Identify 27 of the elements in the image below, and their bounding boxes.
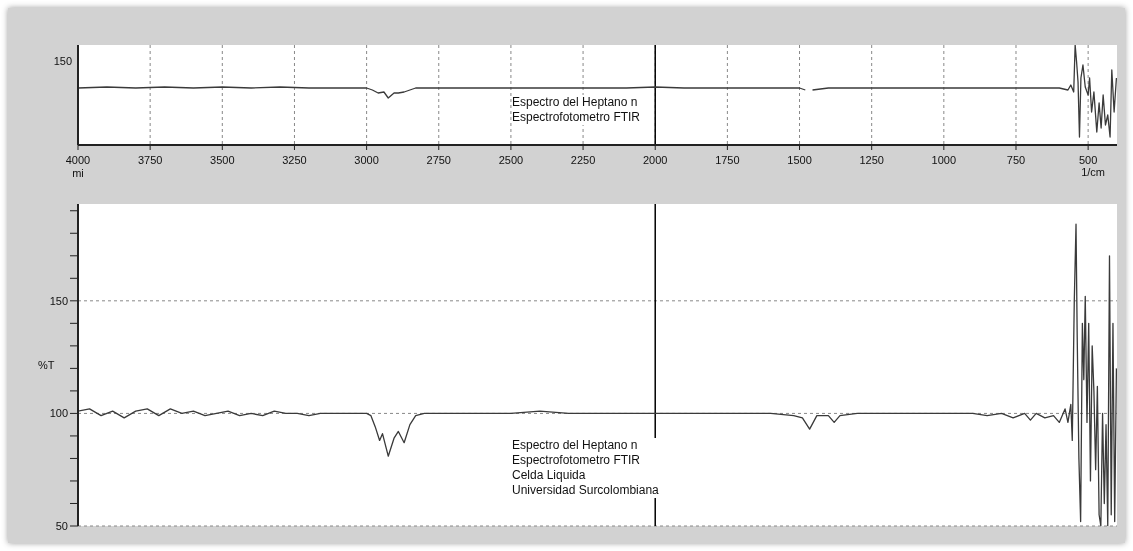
x-tick-label: 1250 xyxy=(859,154,884,166)
x-tick-label: 500 xyxy=(1078,154,1098,166)
x-tick-label: 3500 xyxy=(210,154,235,166)
x-tick-label: 3250 xyxy=(282,154,307,166)
x-axis-title: 1/cm xyxy=(1081,166,1105,178)
x-tick-label: 2000 xyxy=(642,154,668,166)
annotation: Universidad Surcolombiana xyxy=(512,483,659,498)
y-axis-title: %T xyxy=(38,358,55,371)
line-series xyxy=(78,223,1117,526)
annotation: Espectro del Heptano n xyxy=(512,95,639,110)
x-tick-label: 3000 xyxy=(354,154,379,166)
x-tick-label: 4000 mi xyxy=(65,154,91,179)
annotation: Espectrofotometro FTIR xyxy=(512,110,641,125)
annotation: Espectro del Heptano n xyxy=(512,438,639,453)
y-tick-label: 150 xyxy=(49,294,68,307)
x-tick-label: 2250 xyxy=(570,154,596,166)
y-tick-label: 50 xyxy=(55,519,68,532)
x-tick-label: 2500 xyxy=(498,154,524,166)
annotation: Espectrofotometro FTIR xyxy=(512,453,642,468)
x-tick-label: 1000 xyxy=(931,154,957,166)
x-tick-label: 1750 xyxy=(715,154,740,166)
x-tick-label: 750 xyxy=(1006,154,1026,166)
annotation: Celda Liquida xyxy=(512,468,587,483)
y-tick-label: 100 xyxy=(49,407,68,420)
x-tick-label: 3750 xyxy=(137,154,163,166)
x-tick-label: 1500 xyxy=(787,154,812,166)
x-tick-label: 2750 xyxy=(426,154,452,166)
